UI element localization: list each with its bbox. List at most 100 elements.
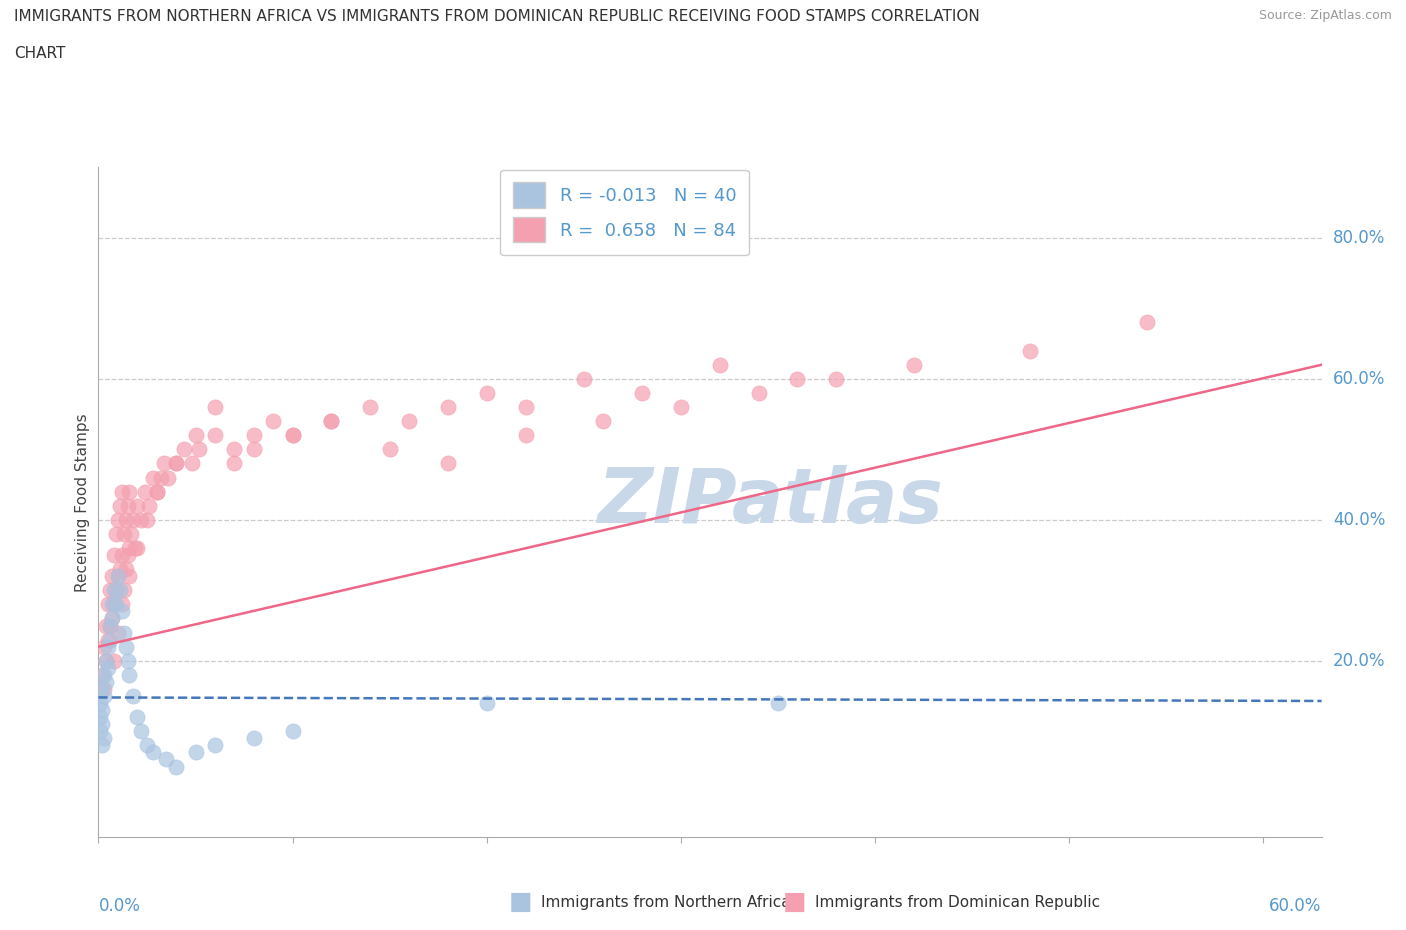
Point [101,597,124,612]
Point [93,668,115,683]
Text: 80.0%: 80.0% [1333,229,1385,246]
Point [111,597,134,612]
Point [592,414,614,429]
Point [188,442,211,457]
Point [124,540,146,555]
Text: ■: ■ [509,890,531,914]
Point [180,456,202,471]
Point [93,731,115,746]
Point [97,632,120,647]
Point [138,498,160,513]
Point [669,400,692,415]
Point [91,717,114,732]
Point [107,569,129,584]
Point [321,414,343,429]
Point [475,696,498,711]
Point [165,456,187,471]
Legend: R = -0.013   N = 40, R =  0.658   N = 84: R = -0.013 N = 40, R = 0.658 N = 84 [501,170,749,255]
Point [149,470,172,485]
Point [127,540,149,555]
Text: ZIPatlas: ZIPatlas [598,465,945,539]
Point [91,682,114,697]
Point [97,639,120,654]
Point [89,696,111,711]
Point [515,400,537,415]
Point [117,548,139,563]
Point [111,485,134,499]
Point [204,400,226,415]
Point [153,456,176,471]
Point [242,442,264,457]
Point [117,654,139,669]
Point [709,357,731,372]
Point [145,485,167,499]
Point [114,639,136,654]
Point [184,428,207,443]
Point [96,654,118,669]
Text: 60.0%: 60.0% [1333,370,1385,388]
Point [89,724,111,738]
Text: Immigrants from Dominican Republic: Immigrants from Dominican Republic [815,895,1101,910]
Point [145,485,167,499]
Point [114,562,136,577]
Point [173,442,195,457]
Point [1019,343,1042,358]
Point [96,618,118,633]
Point [165,759,187,774]
Point [1136,315,1159,330]
Point [242,428,264,443]
Point [108,583,131,598]
Point [122,688,145,703]
Point [117,498,139,513]
Point [103,548,125,563]
Point [98,618,121,633]
Y-axis label: Receiving Food Stamps: Receiving Food Stamps [75,413,90,591]
Point [129,512,152,527]
Point [224,442,246,457]
Point [224,456,246,471]
Text: 20.0%: 20.0% [1333,652,1385,670]
Point [98,632,121,647]
Point [825,371,848,386]
Point [107,512,129,527]
Text: 60.0%: 60.0% [1270,897,1322,915]
Point [104,597,127,612]
Point [101,569,124,584]
Point [104,583,127,598]
Point [103,583,125,598]
Point [111,604,134,618]
Point [572,371,595,386]
Point [112,526,135,541]
Text: Immigrants from Northern Africa: Immigrants from Northern Africa [541,895,792,910]
Point [155,752,177,767]
Point [107,625,129,640]
Point [262,414,284,429]
Point [281,428,304,443]
Point [515,428,537,443]
Point [281,724,304,738]
Point [631,386,654,401]
Point [112,583,135,598]
Point [142,470,165,485]
Text: IMMIGRANTS FROM NORTHERN AFRICA VS IMMIGRANTS FROM DOMINICAN REPUBLIC RECEIVING : IMMIGRANTS FROM NORTHERN AFRICA VS IMMIG… [14,9,980,24]
Point [118,540,141,555]
Point [134,485,156,499]
Point [108,498,131,513]
Point [136,737,159,752]
Point [321,414,343,429]
Point [97,597,120,612]
Point [103,597,125,612]
Point [107,569,129,584]
Point [766,696,789,711]
Point [437,456,460,471]
Point [204,428,226,443]
Point [204,737,226,752]
Point [98,618,121,633]
Point [122,512,145,527]
Text: Source: ZipAtlas.com: Source: ZipAtlas.com [1258,9,1392,22]
Point [136,512,159,527]
Point [101,611,124,626]
Point [359,400,381,415]
Point [114,512,136,527]
Point [157,470,180,485]
